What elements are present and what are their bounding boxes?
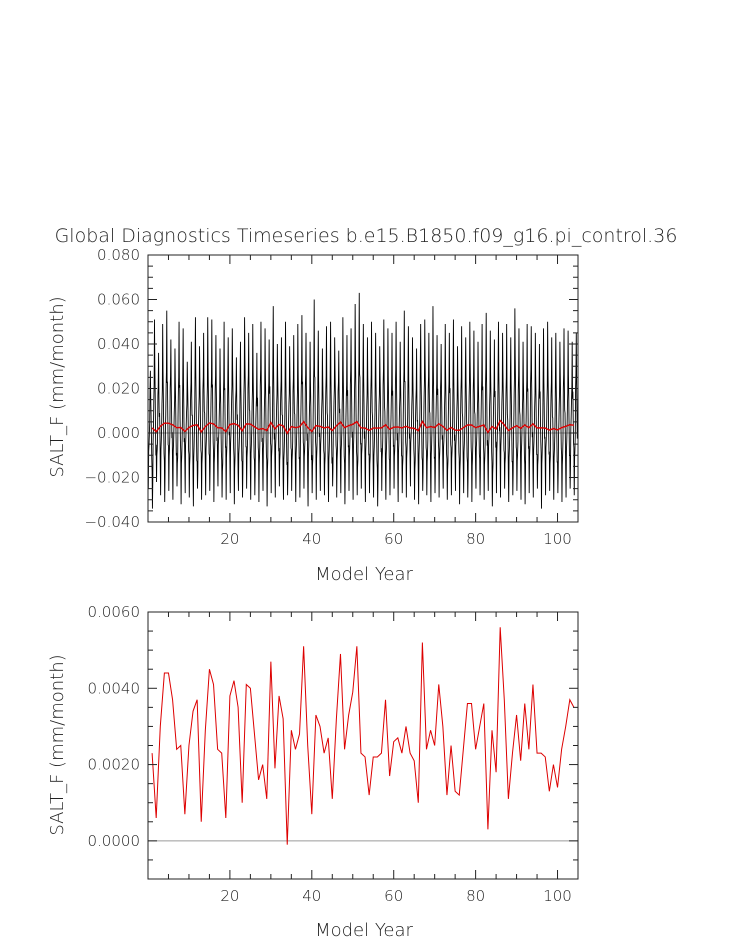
p1-annual-line — [151, 419, 574, 435]
p2-ytick-label: 0.0040 — [88, 679, 141, 697]
p2-xtick-label: 40 — [302, 887, 321, 905]
p2-ticks: 20 40 60 80 100 0.0000 0.0020 0.0040 0.0060 — [88, 603, 579, 905]
p1-monthly-series — [147, 292, 579, 509]
p1-ticks: 20 40 60 80 100 −0.040 −0.020 0.000 0.020 0.040 0.… — [84, 246, 579, 548]
p2-ylabel: SALT_F (mm/month) — [47, 654, 68, 835]
p2-xtick-label: 80 — [466, 887, 485, 905]
p1-annual-series — [151, 419, 574, 435]
p1-xlabel: Model Year — [315, 564, 413, 585]
p2-annual-series — [151, 627, 575, 845]
p1-xtick-label: 20 — [220, 530, 239, 548]
panel-top: 20 40 60 80 100 −0.040 −0.020 0.000 0.020 0.040 0.… — [47, 246, 579, 585]
p2-xtick-label: 100 — [543, 887, 572, 905]
figure-title: Global Diagnostics Timeseries b.e15.B185… — [55, 225, 678, 247]
p2-xtick-label: 20 — [220, 887, 239, 905]
p2-ytick-label: 0.0060 — [88, 603, 141, 621]
p1-monthly-line — [147, 292, 579, 509]
p2-annual-line — [151, 627, 575, 845]
p1-ytick-label: 0.060 — [97, 291, 140, 309]
panel-bottom: 20 40 60 80 100 0.0000 0.0020 0.0040 0.0060 Mode… — [47, 603, 579, 941]
p1-xtick-label: 60 — [384, 530, 403, 548]
p2-xlabel: Model Year — [315, 920, 413, 941]
p1-ytick-label: 0.000 — [97, 424, 140, 442]
p1-ylabel: SALT_F (mm/month) — [47, 296, 68, 477]
p1-ytick-label: −0.020 — [84, 469, 140, 487]
p1-ytick-label: 0.080 — [97, 246, 140, 264]
p1-ytick-label: 0.020 — [97, 380, 140, 398]
p1-xtick-label: 40 — [302, 530, 321, 548]
p1-xtick-label: 80 — [466, 530, 485, 548]
p1-ytick-label: 0.040 — [97, 335, 140, 353]
p2-ytick-label: 0.0000 — [88, 832, 141, 850]
p2-ytick-label: 0.0020 — [88, 756, 141, 774]
p1-xtick-label: 100 — [543, 530, 572, 548]
p1-ytick-label: −0.040 — [84, 513, 140, 531]
p2-xtick-label: 60 — [384, 887, 403, 905]
